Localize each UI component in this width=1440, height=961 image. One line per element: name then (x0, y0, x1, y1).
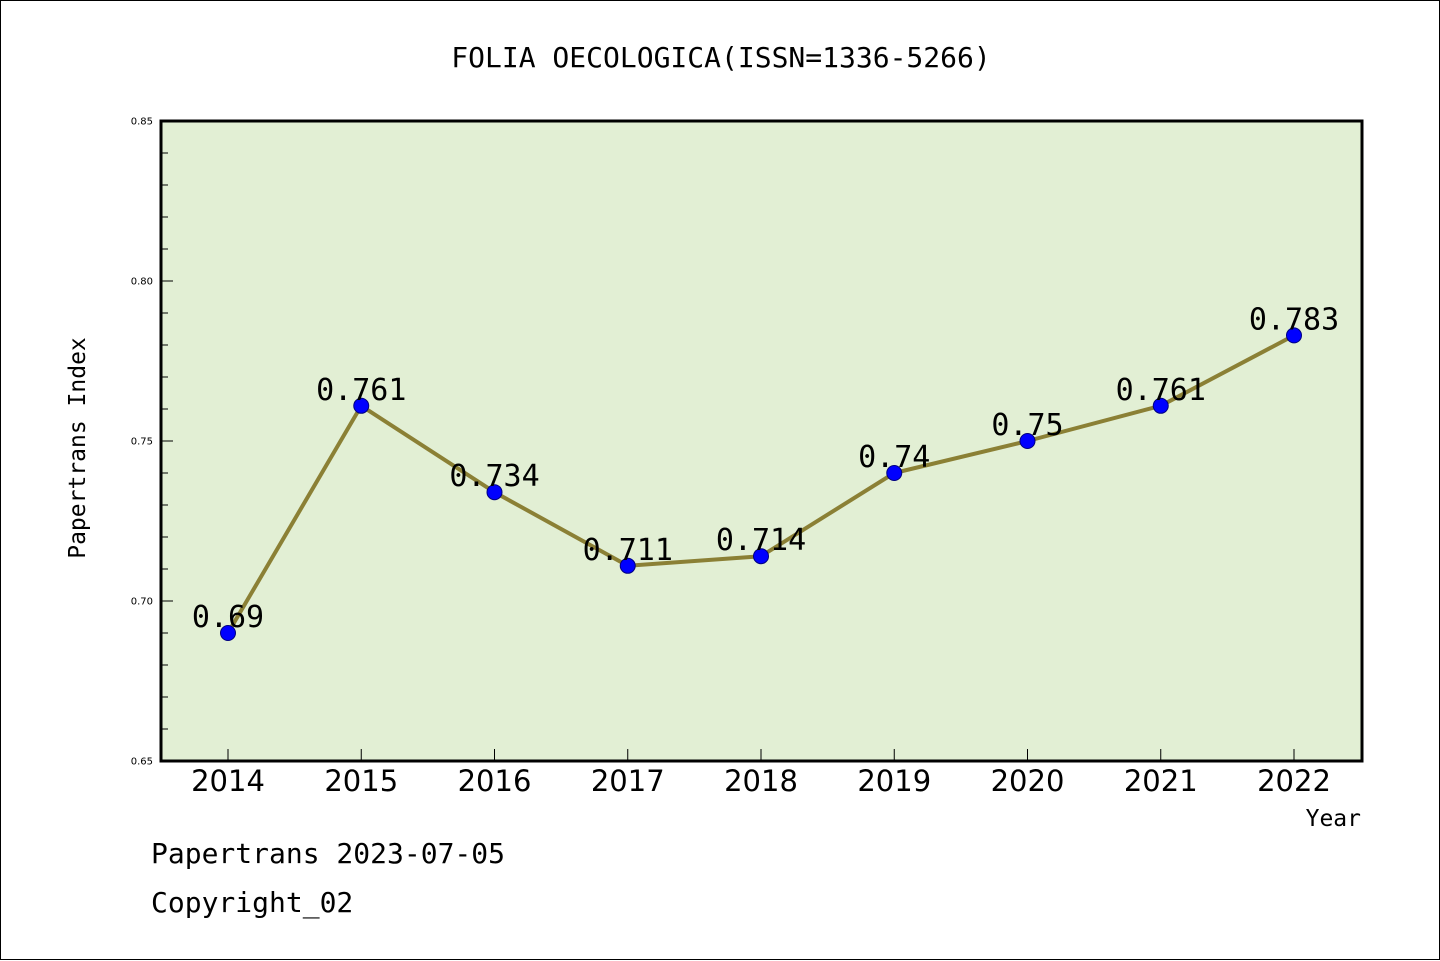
x-tick-label: 2022 (1257, 764, 1331, 798)
x-tick-label: 2016 (458, 764, 532, 798)
x-tick-label: 2021 (1124, 764, 1198, 798)
footer-copyright-text: Copyright_02 (151, 886, 354, 919)
data-label: 0.75 (991, 408, 1063, 443)
y-axis-ticks: 0.65 0.70 0.75 0.80 0.85 (131, 117, 173, 768)
data-point (1019, 433, 1036, 449)
data-point (486, 484, 503, 501)
data-point (220, 625, 236, 641)
data-label: 0.734 (449, 459, 539, 494)
data-label: 0.783 (1249, 302, 1339, 337)
data-label: 0.69 (192, 600, 264, 635)
data-label: 0.711 (583, 533, 673, 568)
x-tick-label: 2019 (857, 764, 931, 798)
data-markers (220, 327, 1302, 641)
data-point (619, 557, 636, 574)
data-point (753, 548, 769, 565)
chart-title: FOLIA OECOLOGICA(ISSN=1336-5266) (451, 41, 990, 74)
y-tick-label: 0.80 (131, 277, 153, 288)
data-labels: 0.69 0.761 0.734 0.711 0.714 0.74 0.75 0.761 0.7… (192, 302, 1339, 635)
y-tick-label: 0.70 (131, 597, 153, 608)
data-point (1286, 327, 1302, 344)
data-point (353, 397, 370, 414)
footer-date-text: Papertrans 2023-07-05 (151, 837, 506, 870)
data-label: 0.761 (316, 373, 406, 408)
data-point (886, 465, 903, 481)
x-tick-label: 2018 (724, 764, 798, 798)
data-label: 0.761 (1116, 373, 1206, 408)
x-axis-ticks: 2014 2015 2016 2017 2018 2019 2020 2021 2022 (191, 749, 1331, 798)
x-tick-label: 2014 (191, 764, 265, 798)
y-axis-label: Papertrans Index (65, 337, 91, 559)
plot-area (159, 119, 1364, 763)
x-tick-label: 2017 (591, 764, 665, 798)
y-tick-label: 0.75 (131, 437, 153, 448)
y-tick-label: 0.85 (131, 117, 153, 128)
x-tick-label: 2020 (991, 764, 1065, 798)
data-label: 0.714 (716, 523, 806, 558)
data-point (1152, 397, 1169, 414)
x-axis-label: Year (1306, 806, 1361, 832)
y-tick-label: 0.65 (131, 757, 153, 768)
data-label: 0.74 (858, 440, 930, 475)
x-tick-label: 2015 (324, 764, 398, 798)
